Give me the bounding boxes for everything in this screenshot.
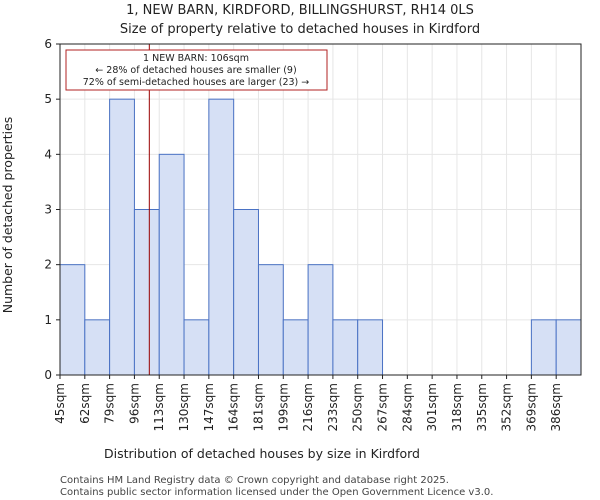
x-tick-label: 181sqm: [251, 383, 265, 431]
bar-250sqm: [357, 319, 384, 376]
bar-216sqm: [307, 264, 334, 376]
bar-130sqm: [183, 319, 210, 376]
x-tick-label: 164sqm: [227, 383, 241, 431]
bar-96sqm: [133, 209, 160, 376]
x-axis-ticks: 45sqm 62sqm 79sqm 96sqm 113sqm 130sqm 147sqm 16…: [53, 375, 563, 431]
x-tick-label: 301sqm: [425, 383, 439, 431]
x-tick-label: 45sqm: [53, 383, 67, 424]
y-tick-label: 4: [44, 147, 52, 161]
annotation-line-2: ← 28% of detached houses are smaller (9): [95, 65, 296, 76]
x-tick-label: 284sqm: [400, 383, 414, 431]
y-tick-label: 6: [44, 37, 52, 51]
y-tick-label: 1: [44, 313, 52, 327]
x-tick-label: 79sqm: [103, 383, 117, 424]
x-tick-label: 62sqm: [78, 383, 92, 424]
bar-79sqm: [109, 98, 135, 376]
bar-45sqm: [59, 264, 86, 376]
x-tick-label: 386sqm: [549, 383, 563, 431]
bar-181sqm: [257, 264, 284, 376]
x-tick-label: 250sqm: [351, 383, 365, 431]
x-tick-label: 199sqm: [276, 383, 290, 431]
x-tick-label: 267sqm: [376, 383, 390, 431]
annotation-frame: [65, 49, 328, 91]
bar-369sqm: [530, 319, 557, 376]
bar-386sqm: [555, 319, 582, 376]
bar-62sqm: [84, 319, 111, 376]
x-tick-label: 147sqm: [202, 383, 216, 431]
bar-199sqm: [282, 319, 309, 376]
x-tick-label: 96sqm: [127, 383, 141, 424]
footer-line-1: Contains HM Land Registry data © Crown c…: [60, 475, 449, 486]
bar-233sqm: [332, 319, 359, 376]
annotation-line-3: 72% of semi-detached houses are larger (…: [83, 77, 310, 88]
x-tick-label: 318sqm: [450, 383, 464, 431]
x-axis-label: Distribution of detached houses by size …: [104, 446, 420, 461]
x-tick-label: 352sqm: [500, 383, 514, 431]
x-tick-label: 369sqm: [524, 383, 538, 431]
y-tick-label: 3: [44, 203, 52, 217]
x-tick-label: 130sqm: [177, 383, 191, 431]
bar-164sqm: [233, 209, 259, 376]
x-tick-label: 113sqm: [152, 383, 166, 431]
x-tick-label: 335sqm: [475, 383, 489, 431]
bar-113sqm: [158, 153, 185, 376]
chart-subtitle: Size of property relative to detached ho…: [120, 22, 480, 37]
x-tick-label: 233sqm: [326, 383, 340, 431]
y-tick-label: 2: [44, 258, 52, 272]
footer-line-2: Contains public sector information licen…: [60, 487, 493, 498]
y-axis-label: Number of detached properties: [0, 117, 15, 314]
y-tick-label: 5: [44, 92, 52, 106]
bar-147sqm: [208, 98, 235, 376]
bars-group: [59, 98, 582, 376]
chart-title: 1, NEW BARN, KIRDFORD, BILLINGSHURST, RH…: [126, 3, 474, 18]
y-axis-ticks: 0 1 2 3 4 5 6: [44, 37, 60, 382]
y-tick-label: 0: [44, 368, 52, 382]
x-tick-label: 216sqm: [301, 383, 315, 431]
annotation-box: 1 NEW BARN: 106sqm ← 28% of detached hou…: [65, 49, 328, 91]
annotation-line-1: 1 NEW BARN: 106sqm: [143, 53, 249, 64]
